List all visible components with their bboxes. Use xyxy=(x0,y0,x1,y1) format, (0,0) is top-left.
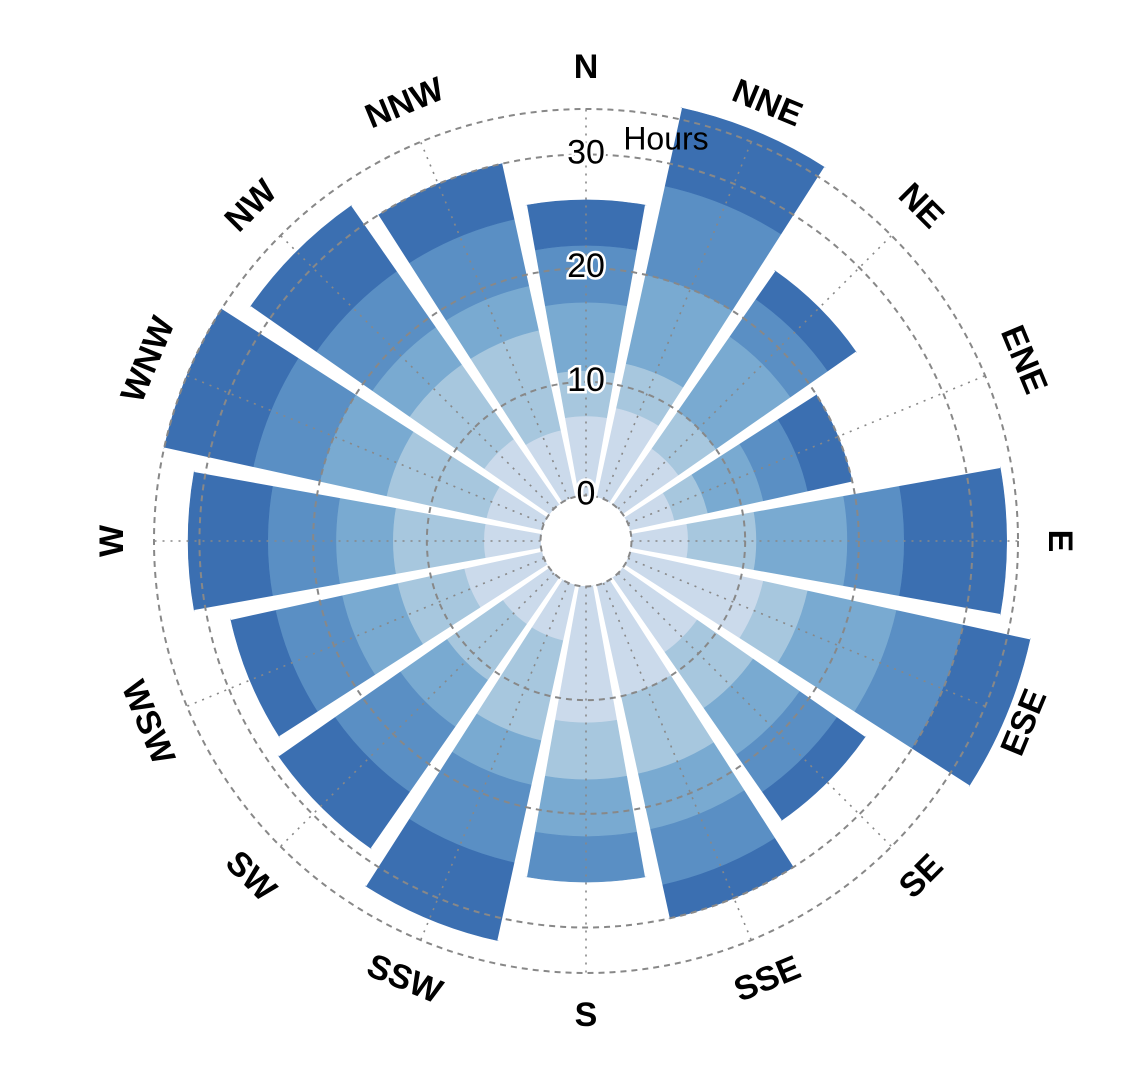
radial-axis-label: Hours xyxy=(623,120,708,156)
grid-spoke-SSW xyxy=(419,582,570,941)
bar-E-edge-2 xyxy=(630,548,1001,616)
bar-E-segment-4 xyxy=(843,484,905,598)
bar-NNE-edge-1 xyxy=(594,107,682,497)
bars-layer xyxy=(163,107,1031,942)
bar-NNE-edge-2 xyxy=(609,167,826,504)
grid-spoke-NW xyxy=(279,234,555,510)
bar-E-edge-1 xyxy=(630,466,1001,534)
direction-label-SW: SW xyxy=(218,843,284,909)
bar-W-segment-2 xyxy=(392,506,486,576)
bar-ENE-edge-2 xyxy=(630,481,853,533)
direction-label-NW: NW xyxy=(217,172,285,240)
bar-ESE-edge-1 xyxy=(630,549,1031,640)
bar-SSW-edge-2 xyxy=(364,578,563,887)
bar-N-edge-2 xyxy=(593,205,647,497)
grid-circle-outer xyxy=(153,108,1019,974)
grid-spoke-SE xyxy=(617,572,893,848)
bar-NE-edge-1 xyxy=(611,269,776,505)
bar-WNW-edge-2 xyxy=(221,307,549,518)
bar-SSE-edge-2 xyxy=(594,585,670,919)
direction-label-ENE: ENE xyxy=(993,320,1055,399)
bar-WNW-edge-1 xyxy=(163,447,542,533)
grid-spoke-NNE xyxy=(602,141,753,500)
grid-spoke-SW xyxy=(279,572,555,848)
radial-tick-30: 30 xyxy=(567,133,605,171)
bar-S-edge-2 xyxy=(525,585,579,877)
bar-W-edge-1 xyxy=(194,548,542,612)
grid-spoke-ENE xyxy=(627,374,986,525)
grid-spoke-ESE xyxy=(627,557,986,708)
bar-SE-edge-2 xyxy=(611,577,782,822)
direction-label-NE: NE xyxy=(891,176,951,236)
direction-label-E: E xyxy=(1041,530,1079,553)
bar-SSE-edge-1 xyxy=(609,578,796,868)
bar-NNE-segment-5 xyxy=(663,107,826,236)
bar-W-edge-2 xyxy=(194,470,542,534)
grid-circle-30 xyxy=(198,153,974,929)
bar-ENE-edge-1 xyxy=(623,393,817,518)
bar-SSW-edge-1 xyxy=(497,585,578,941)
radial-tick-labels: 0 10 20 30 xyxy=(565,131,608,515)
bar-WSW-edge-1 xyxy=(279,564,549,738)
direction-label-WNW: WNW xyxy=(114,311,183,408)
bar-NNW-edge-1 xyxy=(376,214,563,504)
bar-NE-edge-2 xyxy=(622,351,858,516)
bar-NNW-edge-2 xyxy=(502,163,578,497)
radial-tick-0: 0 xyxy=(577,475,596,513)
bar-WSW-edge-2 xyxy=(230,549,542,620)
bar-SW-edge-2 xyxy=(277,566,550,757)
grid-spoke-WSW xyxy=(186,557,545,708)
bar-S-edge-1 xyxy=(593,585,647,877)
bar-SE-segment-5 xyxy=(761,716,867,822)
bar-NW-segment-5 xyxy=(249,204,398,353)
grid-spoke-SSE xyxy=(602,582,753,941)
direction-label-SSW: SSW xyxy=(362,947,449,1012)
bar-SW-edge-1 xyxy=(370,577,561,850)
direction-label-SSE: SSE xyxy=(729,948,806,1009)
grid-circle-20 xyxy=(312,267,860,815)
direction-label-W: W xyxy=(93,524,131,557)
bar-WNW-segment-5 xyxy=(163,307,300,469)
radial-tick-10: 10 xyxy=(567,361,605,399)
grid-spoke-NNW xyxy=(419,141,570,500)
bar-NW-edge-1 xyxy=(249,306,550,516)
grid-layer xyxy=(153,108,1019,974)
bar-SSE-segment-5 xyxy=(661,837,795,919)
bar-W-segment-4 xyxy=(267,484,341,598)
direction-label-SE: SE xyxy=(892,847,951,906)
grid-spoke-NE xyxy=(617,234,893,510)
direction-label-WSW: WSW xyxy=(114,675,183,771)
bar-NW-edge-2 xyxy=(351,204,561,505)
radial-tick-20: 20 xyxy=(567,247,605,285)
direction-label-N: N xyxy=(574,48,599,86)
bar-N-edge-1 xyxy=(525,205,579,497)
grid-spoke-WNW xyxy=(186,374,545,525)
bar-SE-edge-1 xyxy=(622,566,867,737)
direction-label-S: S xyxy=(575,996,598,1034)
direction-label-NNW: NNW xyxy=(360,70,450,137)
